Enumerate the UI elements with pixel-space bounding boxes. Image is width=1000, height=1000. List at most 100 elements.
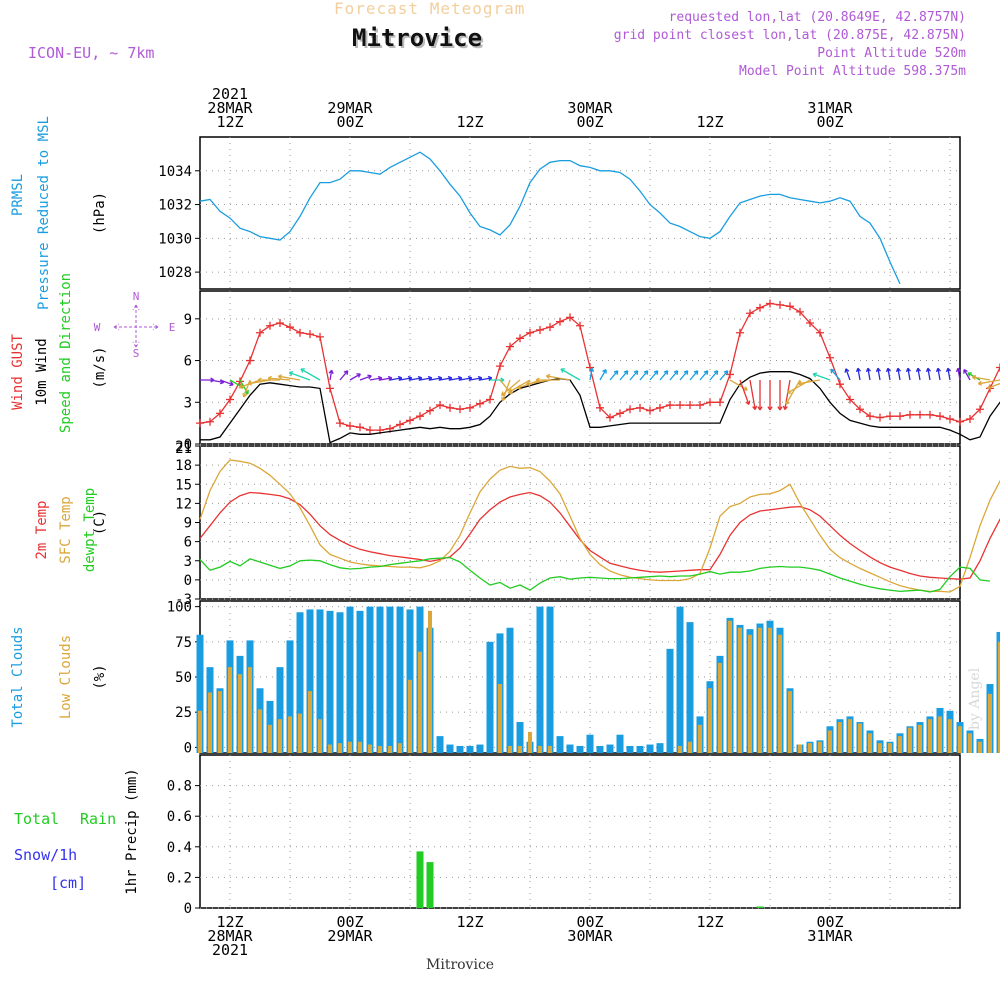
bar-rain (416, 851, 424, 908)
gust-marker (706, 398, 714, 407)
time-label-bottom: 2021 (212, 941, 248, 959)
gust-marker (516, 334, 524, 343)
gust-marker (396, 420, 404, 429)
gust-marker (476, 399, 484, 408)
time-label-bottom: 00Z (816, 913, 843, 931)
time-label-bottom: 29MAR (327, 927, 373, 945)
y-axis-label: (m/s) (92, 346, 108, 388)
wind-arrow (429, 375, 443, 381)
wind-arrow (925, 367, 931, 381)
bar-low_cloud (398, 743, 402, 753)
compass-s-label: S (133, 347, 140, 360)
compass-w-label: W (94, 321, 101, 334)
bar-low_cloud (338, 743, 342, 753)
gust-marker (456, 405, 464, 414)
bar-total_cloud (316, 609, 324, 753)
gust-marker (926, 410, 934, 419)
time-label-top: 12Z (696, 113, 723, 131)
y-tick-label: 1034 (158, 164, 192, 180)
y-tick-label: 3 (184, 395, 192, 411)
time-label-top: 31MAR (807, 99, 853, 117)
bar-low_cloud (418, 651, 422, 753)
gust-marker (506, 342, 514, 351)
wind-arrow (219, 379, 234, 387)
wind-arrow (777, 380, 783, 411)
legend-total-clouds: Total Clouds (10, 626, 26, 727)
bar-low_cloud (548, 745, 552, 753)
y-tick-label: 0.8 (167, 779, 192, 795)
legend-cm: [cm] (50, 874, 86, 892)
y-tick-label: 15 (175, 477, 192, 493)
series-line-pressure (199, 151, 901, 285)
wind-arrow (479, 375, 493, 381)
compass-rose-icon (113, 304, 159, 348)
gust-marker (356, 423, 364, 432)
bar-low_cloud (918, 724, 922, 753)
gust-marker (906, 410, 914, 419)
wind-arrow (915, 367, 921, 381)
bar-low_cloud (958, 726, 962, 753)
wind-arrow (855, 367, 861, 381)
wind-arrow (689, 370, 699, 381)
bar-total_cloud (676, 606, 684, 753)
bar-low_cloud (698, 724, 702, 753)
wind-arrow (619, 370, 629, 381)
bar-total_cloud (196, 634, 204, 753)
requested-coords: requested lon,lat (20.8649E, 42.8757N) (668, 10, 966, 25)
time-label-top: 29MAR (327, 99, 373, 117)
gust-marker (836, 380, 844, 389)
bar-low_cloud (908, 727, 912, 753)
time-label-bottom: 12Z (696, 913, 723, 931)
wind-arrow (389, 375, 403, 381)
bar-low_cloud (528, 731, 532, 753)
gust-marker (736, 328, 744, 337)
bar-low_cloud (518, 745, 522, 753)
bar-low_cloud (278, 719, 282, 753)
wind-arrow (971, 374, 991, 381)
bar-total_cloud (286, 640, 294, 753)
legend-10m-wind: 10m Wind (34, 338, 50, 405)
bar-low_cloud (968, 733, 972, 753)
y-tick-label: 50 (175, 670, 192, 686)
bar-low_cloud (388, 745, 392, 753)
bar-low_cloud (258, 709, 262, 753)
bar-total_cloud (616, 734, 624, 753)
wind-arrow (797, 379, 821, 386)
bar-low_cloud (928, 719, 932, 753)
bar-total_cloud (446, 744, 454, 753)
time-label-top: 00Z (816, 113, 843, 131)
bar-low_cloud (328, 744, 332, 753)
wind-arrow (963, 369, 971, 381)
time-label-top: 12Z (456, 113, 483, 131)
bar-total_cloud (506, 627, 514, 753)
wind-arrow (865, 367, 871, 381)
wind-arrow (659, 370, 669, 381)
bar-low_cloud (268, 724, 272, 753)
gust-marker (606, 413, 614, 422)
bar-low_cloud (778, 634, 782, 753)
legend-rain: Rain (80, 810, 116, 828)
gust-marker (656, 403, 664, 412)
wind-arrow (449, 375, 463, 381)
gust-marker (466, 403, 474, 412)
wind-arrow (767, 380, 773, 411)
gust-marker (966, 414, 974, 423)
wind-arrow (277, 374, 301, 381)
series-line-temp2m (199, 491, 1000, 580)
time-label-top: 2021 (212, 85, 248, 103)
y-tick-label: 0 (184, 437, 192, 453)
wind-arrow (875, 367, 881, 381)
wind-arrow (844, 368, 851, 381)
gust-marker (846, 395, 854, 404)
legend-sfc-temp: SFC Temp (58, 496, 74, 563)
wind-arrow (830, 368, 841, 381)
gust-marker (296, 328, 304, 337)
bar-low_cloud (308, 691, 312, 753)
series-line-sfctemp (199, 459, 1000, 593)
y-tick-label: 25 (175, 705, 192, 721)
wind-arrow (560, 368, 581, 381)
wind-arrow (785, 379, 801, 405)
bar-low_cloud (818, 741, 822, 753)
wind-arrow (500, 379, 521, 397)
bar-total_cloud (656, 743, 664, 753)
